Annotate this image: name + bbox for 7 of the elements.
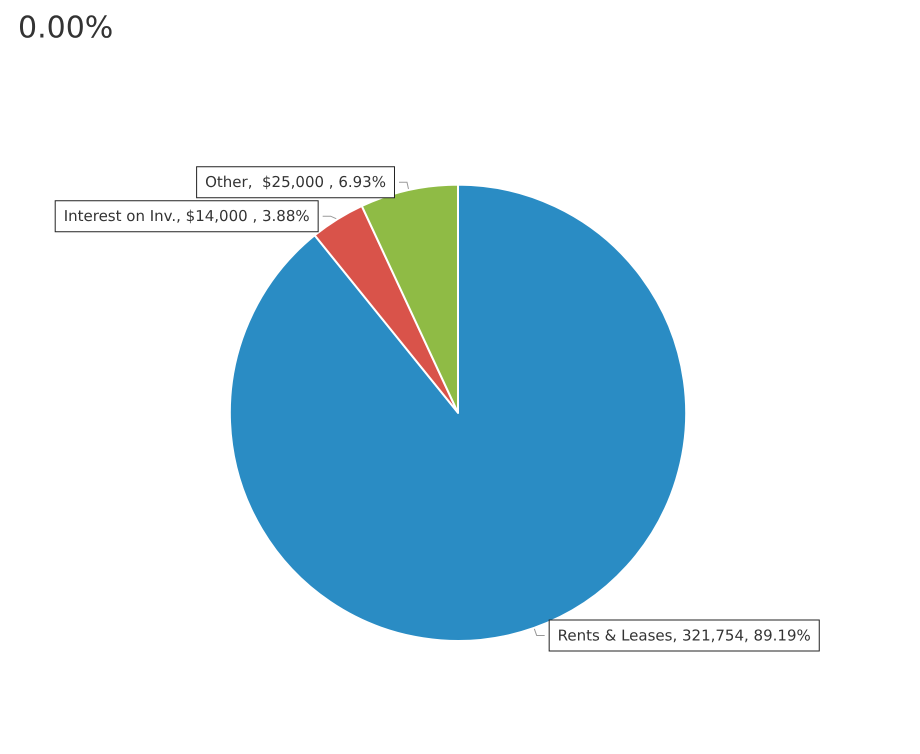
data-label: , 321,754, 89.19% (672, 626, 811, 644)
data-label: , $14,000 , 3.88% (176, 207, 310, 226)
slice-label: Rents & Leases (558, 626, 673, 644)
data-label: , $25,000 , 6.93% (248, 173, 386, 192)
text: 0.00% (18, 10, 114, 46)
slice-label: Other (205, 173, 249, 192)
slice-label: Interest on Inv. (64, 207, 176, 226)
